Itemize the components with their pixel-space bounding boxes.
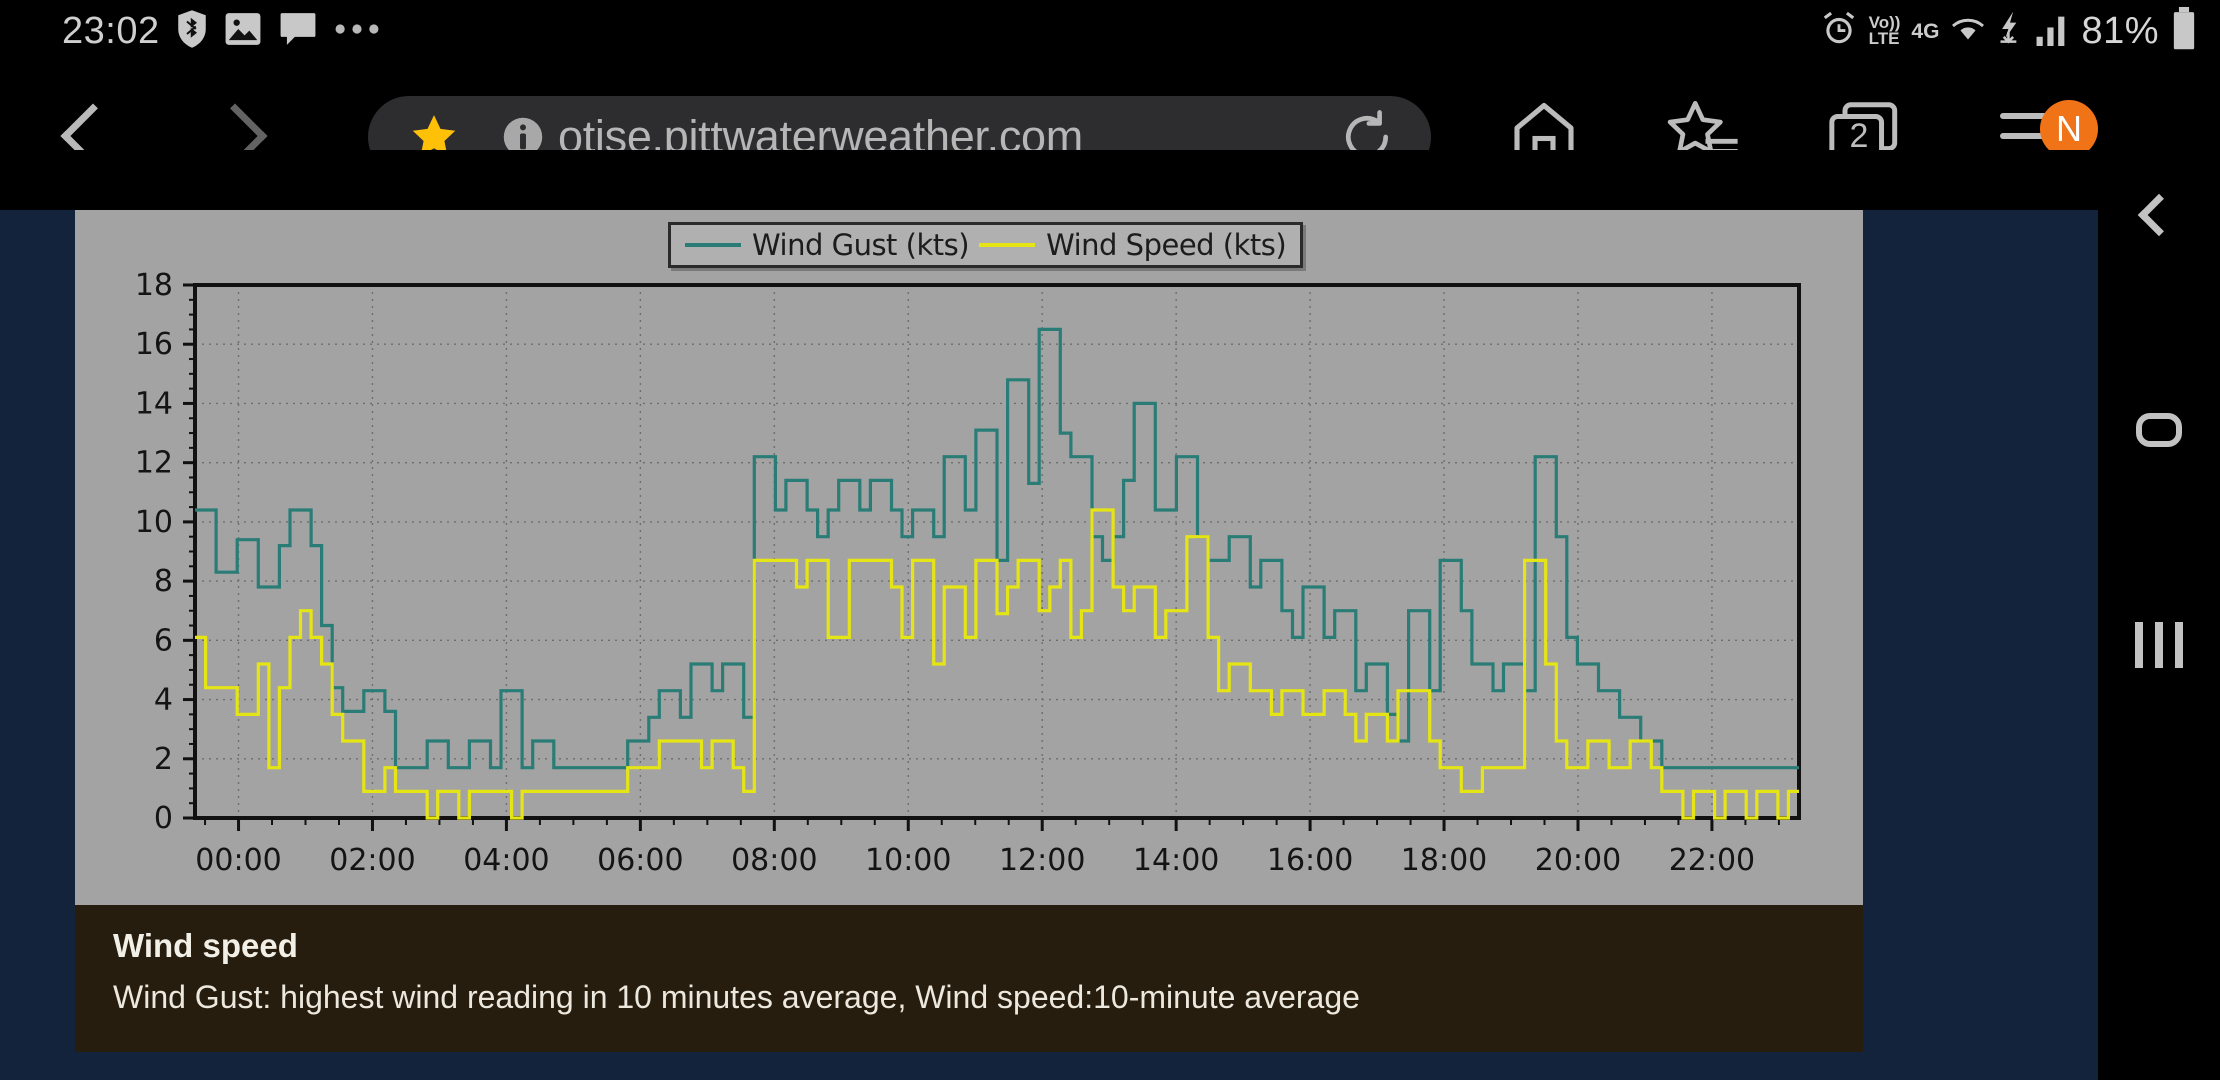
- svg-text:4: 4: [154, 683, 173, 718]
- menu-badge: N: [2040, 100, 2098, 158]
- plot-svg: 0 2 4 6 8 10 12 14 16 18 00:00 02:00 04:00 06:00 08:00…: [135, 268, 1801, 878]
- wind-chart: 0 2 4 6 8 10 12 14 16 18 00:00 02:00 04:00 06:00 08:00…: [75, 210, 1863, 905]
- svg-text:20:00: 20:00: [1535, 843, 1621, 878]
- volte-icon: Vo)) LTE: [1868, 12, 1901, 48]
- svg-text:18: 18: [135, 268, 173, 303]
- svg-text:02:00: 02:00: [329, 843, 415, 878]
- nav-back-button[interactable]: [2098, 170, 2220, 260]
- image-icon: [224, 11, 262, 52]
- status-bar-right: Vo)) LTE 4G 81%: [1820, 0, 2198, 62]
- battery-icon: [2170, 6, 2198, 56]
- nav-home-button[interactable]: [2098, 385, 2220, 475]
- svg-text:08:00: 08:00: [731, 843, 817, 878]
- svg-text:0: 0: [154, 801, 173, 836]
- svg-text:00:00: 00:00: [195, 843, 281, 878]
- chart-caption: Wind speed Wind Gust: highest wind readi…: [75, 905, 1863, 1052]
- nav-home-icon: [2136, 413, 2182, 447]
- page-top-strip: [0, 150, 2220, 210]
- status-bar-left: 23:02: [62, 0, 380, 62]
- star-filled-icon[interactable]: [408, 112, 460, 162]
- menu-button[interactable]: N: [1968, 62, 2098, 210]
- svg-text:16: 16: [135, 327, 173, 362]
- svg-text:12: 12: [135, 446, 173, 481]
- caption-description: Wind Gust: highest wind reading in 10 mi…: [113, 979, 1360, 1015]
- alarm-icon: [1820, 10, 1858, 53]
- nav-recents-button[interactable]: [2098, 600, 2220, 690]
- svg-text:18:00: 18:00: [1401, 843, 1487, 878]
- legend-label-speed: Wind Speed (kts): [1046, 228, 1287, 262]
- svg-text:06:00: 06:00: [597, 843, 683, 878]
- tab-count-text: 2: [1849, 116, 1869, 155]
- legend-swatch-speed: [979, 243, 1036, 247]
- svg-text:10:00: 10:00: [865, 843, 951, 878]
- bluetooth-shield-icon: [177, 9, 207, 53]
- plot-area: 0 2 4 6 8 10 12 14 16 18 00:00 02:00 04:00 06:00 08:00…: [75, 210, 1863, 905]
- status-bar: 23:02 Vo)) LTE 4G 81%: [0, 0, 2220, 62]
- wifi-icon: [1950, 15, 1986, 48]
- web-page: 0 2 4 6 8 10 12 14 16 18 00:00 02:00 04:00 06:00 08:00…: [0, 210, 2098, 1080]
- clock-text: 23:02: [62, 9, 160, 52]
- download-icon: [1997, 10, 2023, 53]
- chart-legend: Wind Gust (kts) Wind Speed (kts): [668, 222, 1304, 268]
- 4g-icon: 4G: [1911, 19, 1940, 43]
- battery-percent-text: 81%: [2081, 9, 2159, 52]
- svg-text:14: 14: [135, 386, 173, 421]
- legend-swatch-gust: [685, 243, 741, 247]
- svg-text:12:00: 12:00: [999, 843, 1085, 878]
- chat-bubble-icon: [279, 11, 317, 52]
- legend-label-gust: Wind Gust (kts): [752, 228, 970, 262]
- svg-text:16:00: 16:00: [1267, 843, 1353, 878]
- info-circle-icon[interactable]: [502, 116, 544, 158]
- svg-text:6: 6: [154, 623, 173, 658]
- legend-item-speed: Wind Speed (kts): [979, 228, 1287, 262]
- svg-text:2: 2: [154, 742, 173, 777]
- svg-text:8: 8: [154, 564, 173, 599]
- overflow-dots-icon: [334, 22, 380, 41]
- svg-text:04:00: 04:00: [463, 843, 549, 878]
- legend-item-gust: Wind Gust (kts): [685, 228, 970, 262]
- nav-back-icon: [2137, 193, 2181, 237]
- nav-recents-icon: [2135, 622, 2183, 668]
- svg-text:14:00: 14:00: [1133, 843, 1219, 878]
- svg-text:10: 10: [135, 505, 173, 540]
- signal-bars-icon: [2034, 12, 2070, 51]
- svg-text:22:00: 22:00: [1669, 843, 1755, 878]
- reload-icon[interactable]: [1339, 109, 1395, 165]
- caption-title: Wind speed: [113, 927, 298, 964]
- android-nav-bar: [2098, 150, 2220, 1080]
